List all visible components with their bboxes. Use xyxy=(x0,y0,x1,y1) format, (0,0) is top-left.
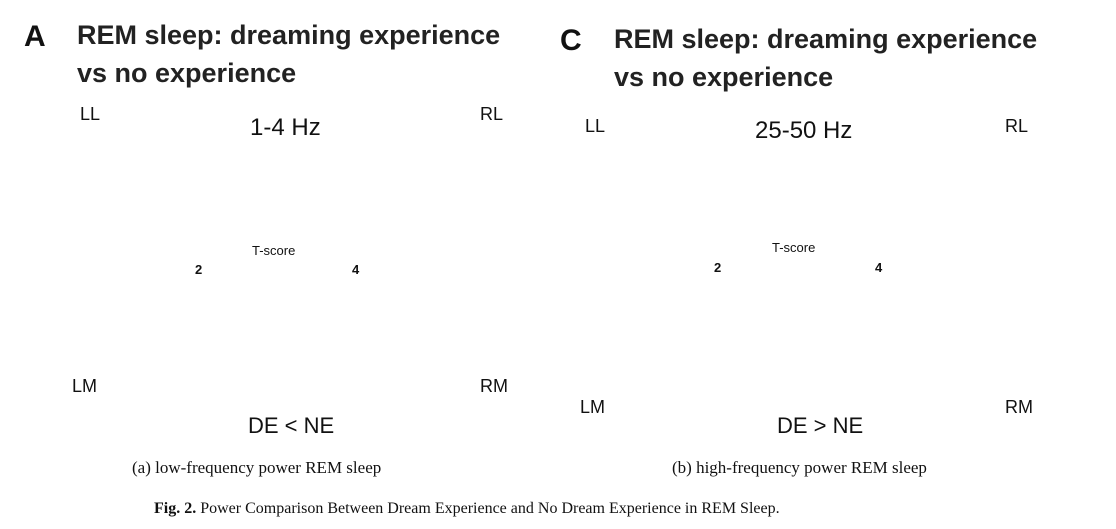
panel-c-legend-label: DE > NE xyxy=(777,413,864,438)
panel-c-label-rl: RL xyxy=(1005,116,1029,136)
panel-c-freq: 25-50 Hz xyxy=(755,117,853,144)
panel-a-colorbar-title: T-score xyxy=(252,243,296,258)
panel-a-colorbar-max: 4 xyxy=(352,262,360,277)
panel-a-title-line2: vs no experience xyxy=(77,58,297,88)
figure-caption-text: Power Comparison Between Dream Experienc… xyxy=(200,500,780,517)
figure-caption: Fig. 2. Power Comparison Between Dream E… xyxy=(154,500,780,518)
panel-c-colorbar xyxy=(724,256,872,275)
panel-a-colorbar-min: 2 xyxy=(195,262,203,277)
panel-a-label-rl: RL xyxy=(480,104,504,124)
figure-caption-label: Fig. 2. xyxy=(154,500,197,517)
panel-c-legend-swatch xyxy=(735,407,771,443)
panel-c-label-rm: RM xyxy=(1005,397,1033,417)
panel-a-label-lm: LM xyxy=(72,376,98,396)
panel-c-brain-rl xyxy=(839,153,982,250)
subcaption-a: (a) low-frequency power REM sleep xyxy=(132,458,382,477)
panel-c-letter: C xyxy=(560,24,582,57)
panel-c-title-line1: REM sleep: dreaming experience xyxy=(614,24,1038,54)
panel-c-brain-rm xyxy=(831,303,989,392)
panel-a-brain-rm xyxy=(309,293,467,382)
panel-a-brain-rl xyxy=(321,145,464,245)
panel-c-colorbar-max: 4 xyxy=(875,260,883,275)
panel-a-letter: A xyxy=(24,20,46,53)
panel-c-colorbar-min: 2 xyxy=(714,260,722,275)
panel-c-title: REM sleep: dreaming experience vs no exp… xyxy=(614,20,1037,96)
panel-c-title-line2: vs no experience xyxy=(614,62,834,92)
panel-a-freq: 1-4 Hz xyxy=(250,114,321,141)
panel-c-colorbar-title: T-score xyxy=(772,240,816,255)
panel-c-label-lm: LM xyxy=(580,397,606,417)
panel-a-brain-lm xyxy=(111,293,271,382)
panel-c-label-ll: LL xyxy=(585,116,606,136)
panel-a-label-rm: RM xyxy=(480,376,508,396)
panel-a-legend-label: DE < NE xyxy=(248,413,335,438)
panel-c-brain-ll xyxy=(628,148,775,250)
panel-a-title: REM sleep: dreaming experience vs no exp… xyxy=(77,16,500,92)
panel-a-colorbar xyxy=(207,258,349,277)
subcaption-b: (b) high-frequency power REM sleep xyxy=(672,458,927,477)
panel-a-legend-swatch xyxy=(203,407,237,441)
panel-a-title-line1: REM sleep: dreaming experience xyxy=(77,20,501,50)
panel-c-brain-lm xyxy=(621,303,781,392)
panel-a-label-ll: LL xyxy=(80,104,101,124)
panel-a-brain-ll xyxy=(120,143,267,248)
